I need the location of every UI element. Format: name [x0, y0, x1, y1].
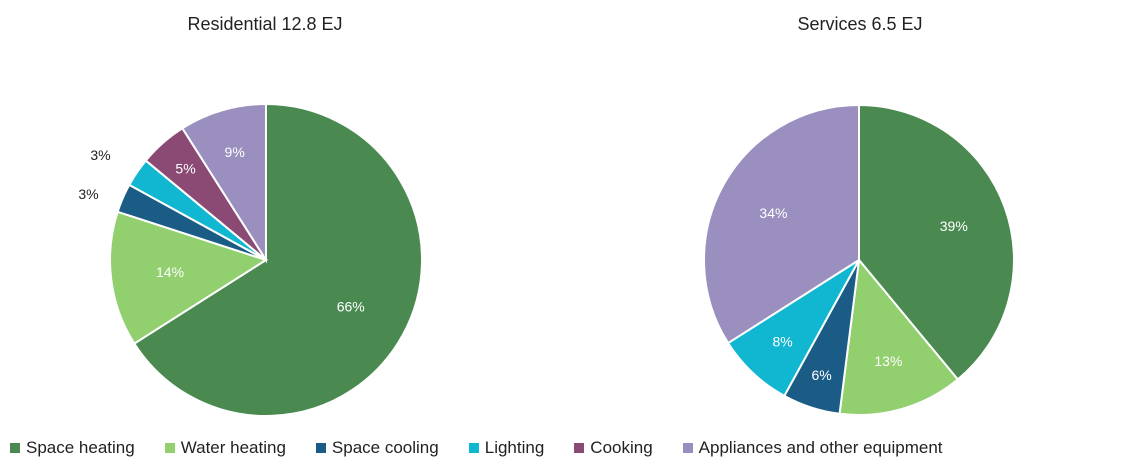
legend-swatch-cooking: [574, 443, 585, 453]
residential-pie-chart: 66% 14% 3% 3% 5% 9% Residential 12.8 EJ: [78, 14, 423, 417]
services-pie-chart: 39% 13% 6% 8% 34% Services 6.5 EJ: [703, 14, 1015, 416]
legend-swatch-space-cooling: [315, 443, 326, 453]
legend-swatch-lighting: [468, 443, 479, 453]
services-label-space-cooling: 6%: [812, 367, 832, 383]
legend-swatch-appliances: [682, 443, 693, 453]
legend-item-lighting: Lighting: [468, 438, 545, 458]
legend-item-water-heating: Water heating: [164, 438, 286, 458]
residential-slice-space-heating: [132, 102, 423, 417]
residential-label-space-cooling: 3%: [78, 186, 98, 202]
services-slice-water-heating: [838, 257, 960, 416]
services-slice-space-heating: [858, 103, 1015, 381]
legend-item-space-heating: Space heating: [10, 438, 135, 458]
legend-item-appliances: Appliances and other equipment: [682, 438, 943, 458]
residential-slice-water-heating: [109, 210, 269, 345]
services-label-lighting: 8%: [772, 333, 792, 349]
services-label-water-heating: 13%: [874, 353, 902, 369]
legend-swatch-space-heating: [10, 443, 20, 453]
legend-label: Space cooling: [331, 438, 439, 457]
residential-label-lighting: 3%: [90, 147, 110, 163]
residential-label-water-heating: 14%: [156, 264, 184, 280]
residential-label-cooking: 5%: [175, 161, 195, 177]
services-label-space-heating: 39%: [940, 218, 968, 234]
legend-swatch-water-heating: [164, 443, 175, 453]
residential-label-space-heating: 66%: [337, 299, 365, 315]
residential-label-appliances-and-other-equipment: 9%: [225, 144, 245, 160]
legend-item-space-cooling: Space cooling: [315, 438, 439, 458]
services-slice-appliances-and-other-equipment: [703, 103, 860, 345]
services-label-appliances-and-other-equipment: 34%: [759, 205, 787, 221]
legend: Space heating Water heating Space coolin…: [10, 437, 943, 459]
services-chart-title: Services 6.5 EJ: [797, 14, 922, 34]
legend-label: Cooking: [590, 438, 653, 457]
legend-label: Lighting: [484, 438, 545, 457]
legend-label: Space heating: [26, 438, 135, 457]
residential-chart-title: Residential 12.8 EJ: [187, 14, 342, 34]
residential-slice-appliances-and-other-equipment: [181, 102, 267, 264]
legend-label: Water heating: [180, 438, 286, 457]
legend-item-cooking: Cooking: [574, 438, 653, 458]
legend-label: Appliances and other equipment: [698, 438, 943, 457]
